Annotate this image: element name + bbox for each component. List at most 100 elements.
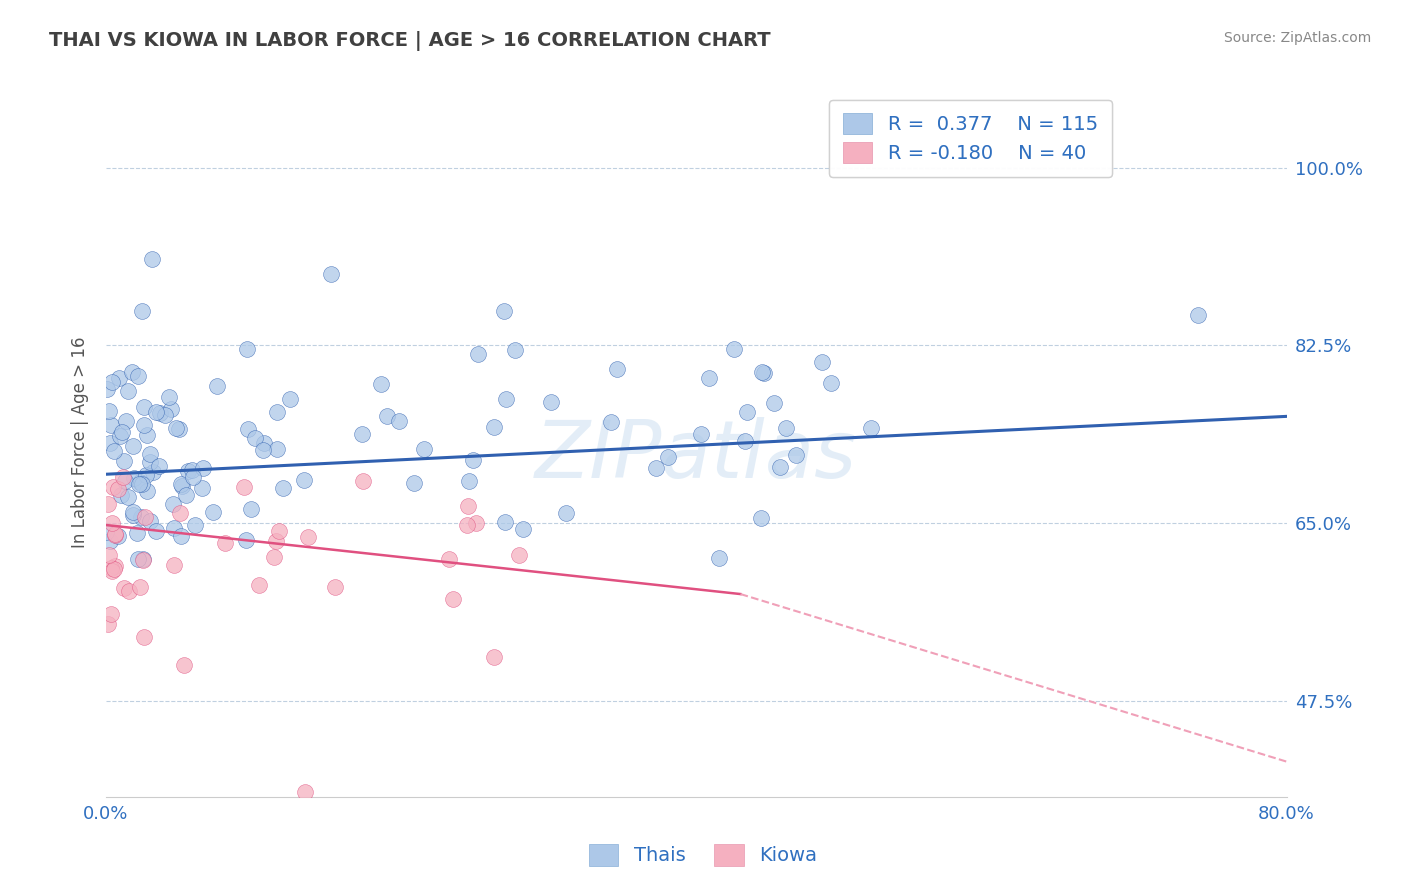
Point — [135, 483, 157, 498]
Point — [508, 548, 530, 562]
Point — [441, 591, 464, 606]
Point — [294, 785, 316, 799]
Point — [100, 561, 122, 575]
Point — [266, 442, 288, 456]
Point — [467, 347, 489, 361]
Point — [388, 414, 411, 428]
Point — [131, 510, 153, 524]
Point — [160, 401, 183, 416]
Point — [114, 475, 136, 489]
Point — [785, 448, 807, 462]
Point — [132, 551, 155, 566]
Point — [751, 365, 773, 379]
Point — [97, 497, 120, 511]
Point — [132, 417, 155, 432]
Point — [352, 426, 374, 441]
Point — [173, 657, 195, 672]
Point — [108, 371, 131, 385]
Point — [94, 525, 117, 540]
Point — [402, 476, 425, 491]
Point — [181, 463, 204, 477]
Point — [263, 550, 285, 565]
Point — [644, 461, 666, 475]
Point — [734, 434, 756, 449]
Point — [245, 431, 267, 445]
Point — [118, 584, 141, 599]
Point — [96, 382, 118, 396]
Point — [134, 400, 156, 414]
Point — [689, 427, 711, 442]
Point — [723, 342, 745, 356]
Point — [104, 558, 127, 573]
Point — [107, 482, 129, 496]
Point — [131, 303, 153, 318]
Point — [170, 477, 193, 491]
Point — [103, 443, 125, 458]
Point — [253, 435, 276, 450]
Point — [165, 421, 187, 435]
Point — [142, 465, 165, 479]
Point — [162, 497, 184, 511]
Point — [657, 450, 679, 464]
Point — [207, 378, 229, 392]
Point — [128, 476, 150, 491]
Text: Source: ZipAtlas.com: Source: ZipAtlas.com — [1223, 31, 1371, 45]
Point — [122, 470, 145, 484]
Point — [157, 390, 180, 404]
Y-axis label: In Labor Force | Age > 16: In Labor Force | Age > 16 — [72, 336, 89, 548]
Point — [169, 506, 191, 520]
Point — [709, 551, 731, 566]
Point — [112, 454, 135, 468]
Point — [375, 409, 398, 424]
Point — [512, 522, 534, 536]
Point — [775, 421, 797, 435]
Point — [370, 377, 392, 392]
Point — [103, 480, 125, 494]
Point — [163, 521, 186, 535]
Point — [413, 442, 436, 456]
Point — [122, 505, 145, 519]
Point — [191, 481, 214, 495]
Point — [1187, 308, 1209, 322]
Point — [174, 488, 197, 502]
Point — [325, 580, 347, 594]
Point — [754, 366, 776, 380]
Point — [202, 505, 225, 519]
Point — [127, 369, 149, 384]
Point — [269, 524, 291, 538]
Point — [456, 517, 478, 532]
Point — [129, 475, 152, 489]
Point — [170, 479, 193, 493]
Point — [184, 517, 207, 532]
Point — [163, 558, 186, 572]
Point — [266, 405, 288, 419]
Point — [465, 516, 488, 530]
Point — [104, 527, 127, 541]
Point — [131, 552, 153, 566]
Text: THAI VS KIOWA IN LABOR FORCE | AGE > 16 CORRELATION CHART: THAI VS KIOWA IN LABOR FORCE | AGE > 16 … — [49, 31, 770, 51]
Point — [236, 343, 259, 357]
Point — [100, 565, 122, 579]
Point — [247, 577, 270, 591]
Point — [236, 422, 259, 436]
Point — [606, 362, 628, 376]
Point — [100, 607, 122, 622]
Point — [495, 515, 517, 529]
Point — [149, 406, 172, 420]
Point — [749, 510, 772, 524]
Point — [135, 468, 157, 483]
Point — [697, 371, 720, 385]
Point — [193, 461, 215, 475]
Point — [820, 376, 842, 390]
Point — [100, 418, 122, 433]
Point — [484, 650, 506, 665]
Point — [252, 443, 274, 458]
Point — [155, 408, 177, 422]
Point — [97, 617, 120, 632]
Point — [271, 481, 294, 495]
Point — [127, 552, 149, 566]
Point — [115, 414, 138, 428]
Point — [127, 526, 149, 541]
Point — [136, 428, 159, 442]
Point — [495, 392, 517, 407]
